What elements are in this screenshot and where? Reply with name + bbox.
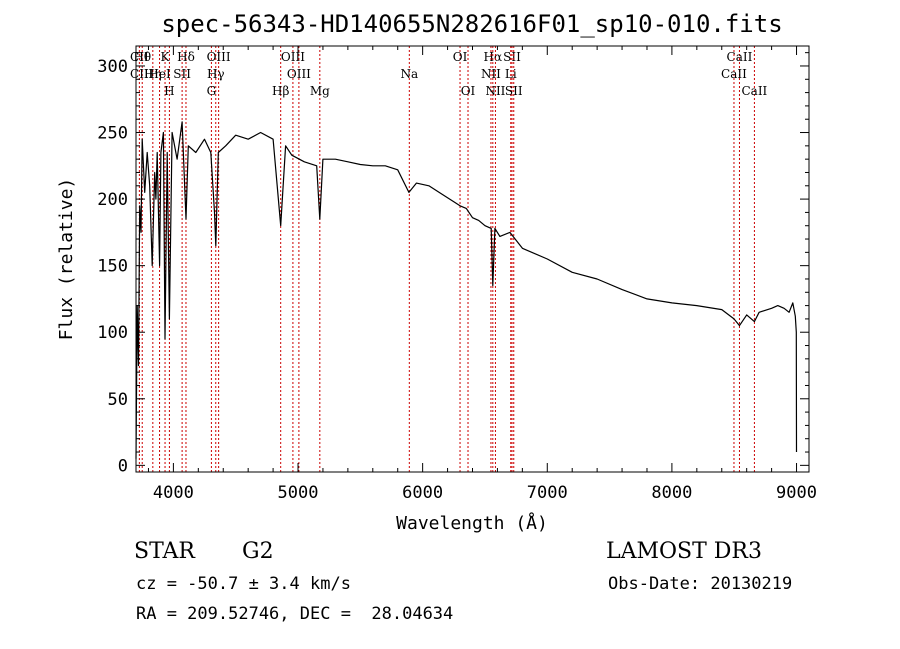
spectral-line-label: SII	[173, 67, 191, 81]
y-tick-label: 150	[97, 257, 128, 277]
spectral-line-label: Li	[505, 67, 517, 81]
x-tick-label: 8000	[651, 483, 692, 503]
spectral-line-label: CII	[130, 67, 149, 81]
spectral-line-label: H	[164, 84, 174, 98]
x-axis: 4000 5000 6000 7000 8000 9000	[147, 46, 817, 503]
spectral-line-label: SII	[503, 50, 521, 64]
spectral-line-label: CaII	[741, 84, 767, 98]
spectral-line-label: CaII	[721, 67, 747, 81]
y-tick-label: 100	[97, 323, 128, 343]
spectral-line-label: OI	[461, 84, 476, 98]
spectral-line-label: NII	[481, 67, 501, 81]
y-axis-label: Flux (relative)	[56, 178, 77, 341]
spectral-line-label: HeI	[148, 67, 171, 81]
spectral-line-label: CaII	[727, 50, 753, 64]
object-class: STAR	[134, 539, 195, 564]
x-axis-label: Wavelength (Å)	[396, 512, 548, 534]
spectrum-series	[135, 121, 798, 459]
spectral-line-label: K	[161, 50, 171, 64]
plot-frame	[135, 45, 810, 473]
spectral-line-label: Hγ	[207, 67, 225, 81]
x-tick-label: 5000	[278, 483, 319, 503]
spectrum-line	[135, 121, 798, 459]
y-axis: 0 50 100 150 200 250 300	[97, 52, 809, 476]
coordinates: RA = 209.52746, DEC = 28.04634	[136, 604, 454, 624]
y-tick-label: 0	[118, 456, 128, 476]
y-tick-label: 50	[108, 390, 128, 410]
spectral-line-label: OIII	[281, 50, 305, 64]
spectral-line-label: Hδ	[177, 50, 195, 64]
spectral-line-label: OI	[453, 50, 468, 64]
y-tick-label: 250	[97, 124, 128, 144]
spectral-line-label: OIII	[207, 50, 231, 64]
spectral-line-label: Hα	[484, 50, 503, 64]
x-tick-label: 6000	[402, 483, 443, 503]
spectral-line-label: CII	[130, 50, 149, 64]
y-tick-label: 300	[97, 57, 128, 77]
spectral-line-label: G	[207, 84, 217, 98]
spectral-line-label: Mg	[310, 84, 330, 98]
spectral-line-label: Hη	[144, 67, 162, 81]
x-tick-label: 4000	[153, 483, 194, 503]
spectral-line-label: NII	[485, 84, 505, 98]
y-tick-label: 200	[97, 190, 128, 210]
spectral-line-label: SII	[505, 84, 523, 98]
spectral-line-label: OIII	[287, 67, 311, 81]
x-tick-label: 9000	[776, 483, 817, 503]
survey-name: LAMOST DR3	[606, 539, 762, 564]
spectral-line-label: Hθ	[133, 50, 151, 64]
observation-date: Obs-Date: 20130219	[608, 574, 793, 594]
spectral-line-label: Hβ	[272, 84, 289, 98]
chart-title: spec-56343-HD140655N282616F01_sp10-010.f…	[161, 10, 782, 38]
object-subclass: G2	[242, 539, 274, 564]
x-tick-label: 7000	[527, 483, 568, 503]
spectral-line-label: Na	[400, 67, 418, 81]
redshift-velocity: cz = -50.7 ± 3.4 km/s	[136, 574, 351, 594]
